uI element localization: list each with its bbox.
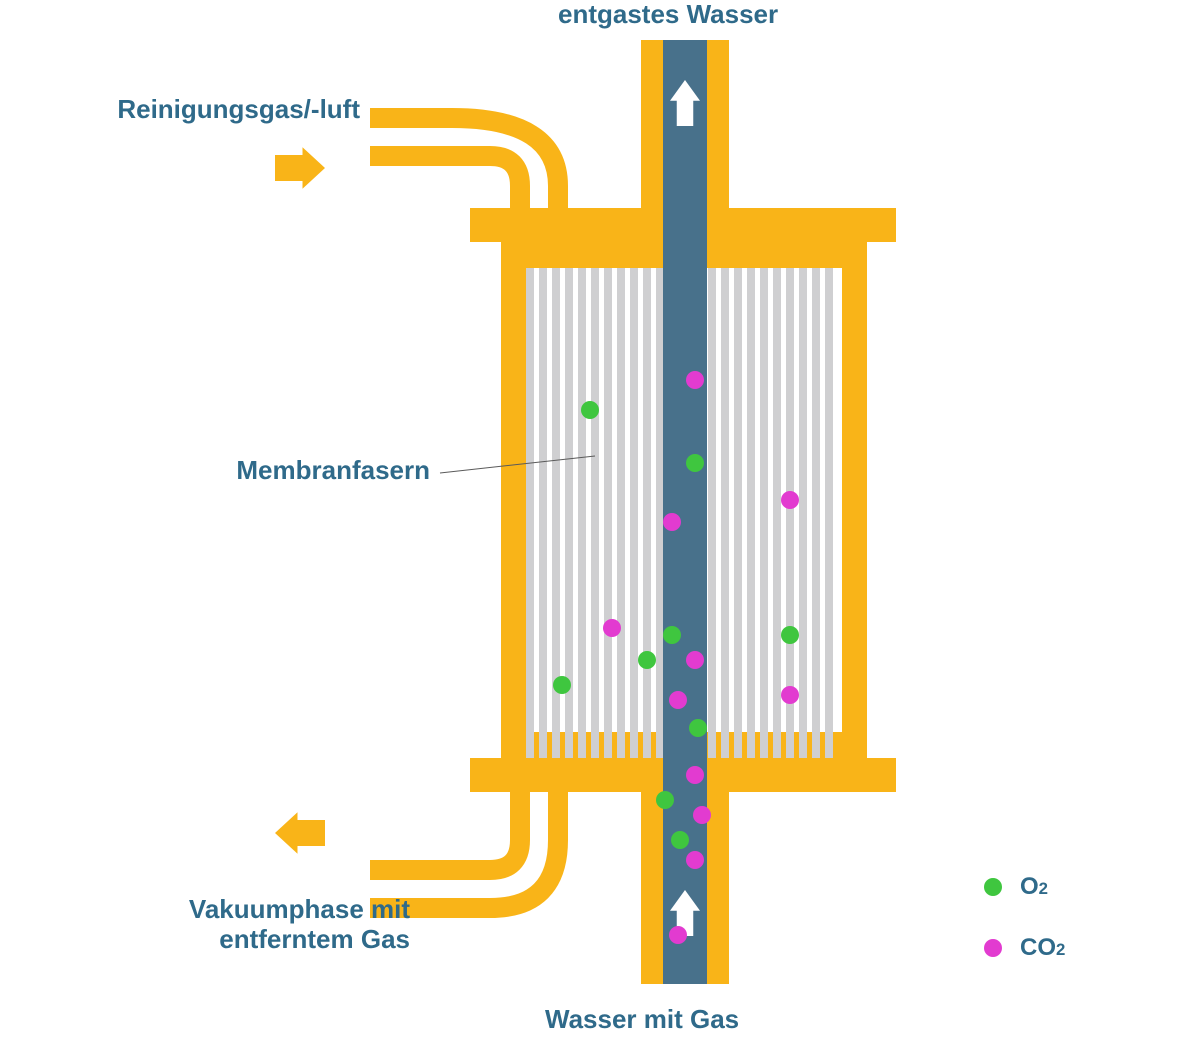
o2-particle <box>663 626 681 644</box>
gas-inlet-pipe <box>370 118 558 210</box>
co2-particle <box>686 851 704 869</box>
co2-particle <box>603 619 621 637</box>
label-vacuum: Vakuumphase mitentferntem Gas <box>100 895 410 955</box>
label-bottom-input: Wasser mit Gas <box>545 1005 845 1035</box>
o2-particle <box>581 401 599 419</box>
o2-particle <box>671 831 689 849</box>
gas-in-arrow-icon <box>275 147 325 189</box>
gas-out-arrow-icon <box>275 812 325 854</box>
vacuum-outlet-pipe <box>370 790 558 908</box>
label-gas-in: Reinigungsgas/-luft <box>60 95 360 125</box>
o2-particle <box>638 651 656 669</box>
co2-particle <box>686 766 704 784</box>
diagram-stage: entgastes Wasser Reinigungsgas/-luft Mem… <box>0 0 1193 1059</box>
label-top-output: entgastes Wasser <box>558 0 938 30</box>
label-membrane: Membranfasern <box>200 456 430 486</box>
legend-o2-dot <box>984 878 1002 896</box>
legend-o2-label: O2 <box>1020 873 1048 901</box>
o2-particle <box>781 626 799 644</box>
co2-particle <box>686 371 704 389</box>
co2-particle <box>686 651 704 669</box>
o2-particle <box>656 791 674 809</box>
legend-co2-label: CO2 <box>1020 934 1065 962</box>
co2-particle <box>693 806 711 824</box>
co2-particle <box>781 686 799 704</box>
legend-co2-dot <box>984 939 1002 957</box>
o2-particle <box>553 676 571 694</box>
o2-particle <box>689 719 707 737</box>
co2-particle <box>669 691 687 709</box>
co2-particle <box>781 491 799 509</box>
co2-particle <box>663 513 681 531</box>
co2-particle <box>669 926 687 944</box>
o2-particle <box>686 454 704 472</box>
